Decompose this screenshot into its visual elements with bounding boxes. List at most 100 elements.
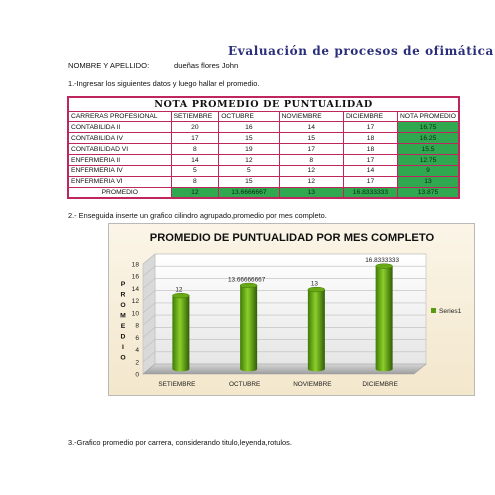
chart-bar-top (239, 282, 258, 289)
cylinder-chart: PROMEDIO DE PUNTUALIDAD POR MES COMPLETO… (108, 223, 475, 396)
table-row: ENFERMERIA VI 8 15 12 17 13 (67, 175, 460, 188)
chart-y-tick: 10 (132, 310, 140, 317)
chart-title: PROMEDIO DE PUNTUALIDAD POR MES COMPLETO (150, 232, 435, 244)
chart-y-axis-letter: O (120, 302, 125, 309)
chart-gridline (142, 314, 426, 326)
column-header: NOVIEMBRE (278, 110, 344, 123)
chart-y-tick: 18 (132, 262, 140, 269)
average-cell: 13 (396, 175, 460, 188)
chart-y-tick: 12 (132, 298, 140, 305)
column-header: CARRERAS PROFESIONAL (67, 110, 172, 123)
grade-cell: 15 (218, 175, 280, 188)
chart-bar-body (307, 289, 325, 372)
table-row: ENFERMERIA IV 5 5 12 14 9 (67, 164, 460, 177)
chart-side-wall (142, 253, 156, 375)
chart-canvas: PROMEDIO DE PUNTUALIDAD POR MES COMPLETO… (120, 232, 462, 388)
grade-cell: 18 (342, 143, 398, 156)
career-cell: CONTABILIDA IV (67, 132, 172, 145)
table-caption-row: NOTA PROMEDIO DE PUNTUALIDAD (67, 96, 460, 112)
chart-gridline (142, 327, 426, 338)
column-header: NOTA PROMEDIO (396, 110, 460, 123)
chart-y-axis-letter: I (122, 344, 124, 351)
chart-bar-top (307, 286, 326, 293)
monthly-average-cell: 12 (170, 186, 220, 199)
grade-cell: 8 (170, 175, 220, 188)
monthly-average-cell: 13.875 (396, 186, 460, 199)
monthly-average-cell: 13.6666667 (218, 186, 280, 199)
career-cell: ENFERMERIA VI (67, 175, 172, 188)
chart-bar-top (172, 293, 190, 299)
chart-data-label: 13.66666667 (228, 276, 266, 283)
chart-y-tick: 8 (135, 323, 139, 330)
chart-y-tick: 6 (135, 335, 139, 342)
grade-cell: 15 (278, 132, 344, 145)
monthly-average-cell: 16.8333333 (342, 186, 398, 199)
table-row: CONTABILIDA IV 17 15 15 18 16.25 (67, 132, 460, 145)
grade-cell: 20 (170, 121, 220, 134)
chart-bar-top (375, 263, 393, 269)
grade-cell: 12 (278, 164, 344, 177)
grade-cell: 18 (342, 132, 398, 145)
column-header: OCTUBRE (218, 110, 280, 123)
grade-cell: 14 (342, 164, 398, 177)
grade-cell: 17 (342, 154, 398, 166)
grade-cell: 12 (218, 154, 280, 166)
chart-x-tick: DICIEMBRE (362, 381, 398, 388)
grade-cell: 5 (218, 164, 280, 177)
grade-cell: 12 (278, 175, 344, 188)
column-header: SETIEMBRE (170, 110, 220, 123)
chart-y-tick: 0 (135, 372, 139, 379)
career-cell: CONTABILIDA II (67, 121, 172, 134)
legend-label: Series1 (439, 308, 462, 315)
chart-y-axis-letter: P (121, 281, 126, 288)
chart-gridline (142, 290, 426, 301)
chart-y-tick: 2 (135, 359, 139, 366)
table-row: ENFERMERIA II 14 12 8 17 12.75 (67, 154, 460, 166)
chart-data-label: 16.8333333 (365, 257, 399, 264)
table-row: CONTABILIDA II 20 16 14 17 16.75 (67, 121, 460, 134)
monthly-average-cell: 13 (278, 186, 344, 199)
career-cell: CONTABILIDAD VI (67, 143, 172, 156)
chart-y-axis-letter: R (121, 292, 126, 299)
average-cell: 9 (396, 164, 460, 177)
average-cell: 12.75 (396, 154, 460, 166)
chart-x-tick: OCTUBRE (229, 381, 260, 388)
grade-cell: 17 (342, 121, 398, 134)
grade-cell: 17 (170, 132, 220, 145)
grade-cell: 19 (218, 143, 280, 156)
average-cell: 15.5 (396, 143, 460, 156)
chart-y-axis-letter: O (120, 355, 125, 362)
average-row: PROMEDIO 12 13.6666667 13 16.8333333 13.875 (67, 186, 460, 199)
chart-bar-body (172, 295, 190, 372)
chart-y-axis-letter: D (121, 334, 126, 341)
chart-gridline (142, 351, 426, 363)
chart-bar-body (375, 266, 393, 372)
career-cell: ENFERMERIA IV (67, 164, 172, 177)
chart-y-tick: 14 (132, 286, 140, 293)
instruction-step-3: 3.-Grafico promedio por carrera, conside… (68, 438, 292, 447)
chart-y-axis-letter: M (120, 313, 126, 320)
chart-bar-body (240, 285, 258, 372)
legend-swatch (431, 308, 436, 313)
table-caption: NOTA PROMEDIO DE PUNTUALIDAD (67, 96, 460, 112)
chart-gridline (142, 265, 426, 277)
chart-y-tick: 16 (132, 274, 140, 281)
table-row: CONTABILIDAD VI 8 19 17 18 15.5 (67, 143, 460, 156)
grade-cell: 15 (218, 132, 280, 145)
career-cell: ENFERMERIA II (67, 154, 172, 166)
average-label: PROMEDIO (67, 186, 172, 199)
chart-gridline (142, 278, 426, 289)
chart-y-tick: 4 (135, 347, 139, 354)
page-title: Evaluación de procesos de ofimática (228, 44, 494, 58)
grade-cell: 16 (218, 121, 280, 134)
chart-data-label: 13 (311, 281, 319, 288)
chart-data-label: 12 (175, 287, 183, 294)
grade-cell: 14 (278, 121, 344, 134)
chart-gridline (142, 253, 426, 265)
table-header-row: CARRERAS PROFESIONAL SETIEMBRE OCTUBRE NOVI… (67, 110, 460, 123)
name-value: dueñas flores John (174, 61, 239, 70)
name-label: NOMBRE Y APELLIDO: (68, 61, 150, 70)
chart-floor (142, 363, 427, 375)
average-cell: 16.25 (396, 132, 460, 145)
chart-gridline (142, 302, 426, 314)
